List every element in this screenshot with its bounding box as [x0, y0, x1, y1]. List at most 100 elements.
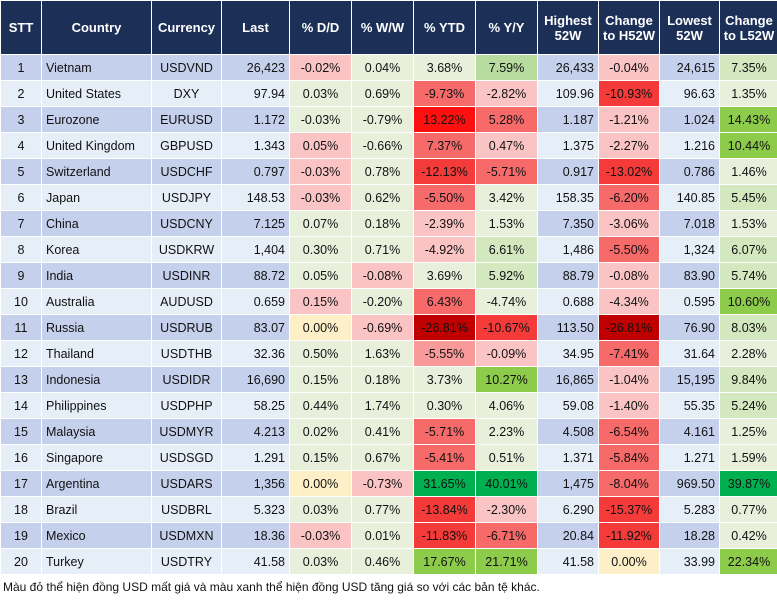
- table-row: 20 Turkey USDTRY 41.58 0.03% 0.46% 17.67% 21.71…: [1, 549, 777, 574]
- cell-dd: 0.05%: [290, 133, 351, 158]
- cell-stt: 12: [1, 341, 41, 366]
- cell-ww: -0.08%: [352, 263, 413, 288]
- cell-ytd: -4.92%: [414, 237, 475, 262]
- cell-ww: -0.66%: [352, 133, 413, 158]
- cell-stt: 9: [1, 263, 41, 288]
- cell-currency: AUDUSD: [152, 289, 221, 314]
- cell-ytd: -12.13%: [414, 159, 475, 184]
- table-row: 10 Australia AUDUSD 0.659 0.15% -0.20% 6.43% -4…: [1, 289, 777, 314]
- cell-dd: 0.15%: [290, 289, 351, 314]
- cell-last: 83.07: [222, 315, 289, 340]
- cell-stt: 6: [1, 185, 41, 210]
- cell-stt: 14: [1, 393, 41, 418]
- cell-ww: -0.69%: [352, 315, 413, 340]
- cell-ytd: 3.73%: [414, 367, 475, 392]
- cell-last: 97.94: [222, 81, 289, 106]
- cell-last: 58.25: [222, 393, 289, 418]
- cell-dd: 0.03%: [290, 549, 351, 574]
- table-row: 2 United States DXY 97.94 0.03% 0.69% -9.73% -2…: [1, 81, 777, 106]
- cell-last: 88.72: [222, 263, 289, 288]
- cell-change-to-h52w: -5.50%: [599, 237, 659, 262]
- header-lowest-52w: Lowest 52W: [660, 1, 719, 54]
- table-body: 1 Vietnam USDVND 26,423 -0.02% 0.04% 3.68% 7.59…: [1, 55, 777, 574]
- cell-yy: 5.92%: [476, 263, 537, 288]
- cell-yy: -6.71%: [476, 523, 537, 548]
- cell-currency: USDTHB: [152, 341, 221, 366]
- cell-change-to-l52w: 10.60%: [720, 289, 777, 314]
- cell-country: Turkey: [42, 549, 151, 574]
- header-yy: % Y/Y: [476, 1, 537, 54]
- cell-ww: 0.71%: [352, 237, 413, 262]
- header-row: STT Country Currency Last % D/D % W/W % …: [1, 1, 777, 54]
- cell-dd: 0.15%: [290, 445, 351, 470]
- cell-country: Brazil: [42, 497, 151, 522]
- cell-change-to-l52w: 5.24%: [720, 393, 777, 418]
- cell-change-to-h52w: -1.40%: [599, 393, 659, 418]
- cell-stt: 2: [1, 81, 41, 106]
- cell-highest-52w: 0.917: [538, 159, 598, 184]
- cell-change-to-h52w: -4.34%: [599, 289, 659, 314]
- cell-yy: 40.01%: [476, 471, 537, 496]
- cell-lowest-52w: 31.64: [660, 341, 719, 366]
- cell-change-to-l52w: 5.74%: [720, 263, 777, 288]
- cell-country: Eurozone: [42, 107, 151, 132]
- cell-dd: -0.02%: [290, 55, 351, 80]
- cell-stt: 15: [1, 419, 41, 444]
- cell-country: Argentina: [42, 471, 151, 496]
- cell-lowest-52w: 55.35: [660, 393, 719, 418]
- cell-ww: 1.63%: [352, 341, 413, 366]
- cell-lowest-52w: 1.024: [660, 107, 719, 132]
- cell-change-to-l52w: 0.77%: [720, 497, 777, 522]
- cell-stt: 1: [1, 55, 41, 80]
- cell-ww: 0.18%: [352, 367, 413, 392]
- table-row: 8 Korea USDKRW 1,404 0.30% 0.71% -4.92% 6.61% 1,…: [1, 237, 777, 262]
- cell-last: 32.36: [222, 341, 289, 366]
- cell-country: Indonesia: [42, 367, 151, 392]
- table-row: 14 Philippines USDPHP 58.25 0.44% 1.74% 0.30% 4…: [1, 393, 777, 418]
- cell-yy: 0.47%: [476, 133, 537, 158]
- cell-currency: USDMXN: [152, 523, 221, 548]
- cell-currency: USDSGD: [152, 445, 221, 470]
- cell-change-to-l52w: 1.25%: [720, 419, 777, 444]
- cell-highest-52w: 1.187: [538, 107, 598, 132]
- cell-stt: 4: [1, 133, 41, 158]
- cell-last: 0.797: [222, 159, 289, 184]
- cell-ww: 0.67%: [352, 445, 413, 470]
- header-country: Country: [42, 1, 151, 54]
- cell-last: 1,404: [222, 237, 289, 262]
- cell-change-to-l52w: 39.87%: [720, 471, 777, 496]
- cell-change-to-h52w: -0.04%: [599, 55, 659, 80]
- cell-dd: 0.05%: [290, 263, 351, 288]
- cell-highest-52w: 88.79: [538, 263, 598, 288]
- table-row: 18 Brazil USDBRL 5.323 0.03% 0.77% -13.84% -2.3…: [1, 497, 777, 522]
- cell-change-to-h52w: -15.37%: [599, 497, 659, 522]
- cell-country: India: [42, 263, 151, 288]
- cell-highest-52w: 109.96: [538, 81, 598, 106]
- cell-last: 5.323: [222, 497, 289, 522]
- cell-ww: 0.46%: [352, 549, 413, 574]
- cell-stt: 17: [1, 471, 41, 496]
- cell-dd: -0.03%: [290, 523, 351, 548]
- cell-yy: -4.74%: [476, 289, 537, 314]
- cell-last: 1,356: [222, 471, 289, 496]
- header-dd: % D/D: [290, 1, 351, 54]
- cell-ytd: 6.43%: [414, 289, 475, 314]
- cell-currency: GBPUSD: [152, 133, 221, 158]
- cell-change-to-h52w: -0.08%: [599, 263, 659, 288]
- cell-currency: USDVND: [152, 55, 221, 80]
- cell-change-to-l52w: 1.59%: [720, 445, 777, 470]
- cell-currency: USDKRW: [152, 237, 221, 262]
- cell-yy: 5.28%: [476, 107, 537, 132]
- cell-ytd: -2.39%: [414, 211, 475, 236]
- cell-yy: -5.71%: [476, 159, 537, 184]
- cell-lowest-52w: 15,195: [660, 367, 719, 392]
- cell-stt: 11: [1, 315, 41, 340]
- cell-last: 4.213: [222, 419, 289, 444]
- cell-dd: 0.03%: [290, 497, 351, 522]
- cell-ytd: -5.55%: [414, 341, 475, 366]
- cell-currency: USDARS: [152, 471, 221, 496]
- cell-dd: 0.50%: [290, 341, 351, 366]
- header-currency: Currency: [152, 1, 221, 54]
- cell-dd: -0.03%: [290, 185, 351, 210]
- table-row: 5 Switzerland USDCHF 0.797 -0.03% 0.78% -12.13…: [1, 159, 777, 184]
